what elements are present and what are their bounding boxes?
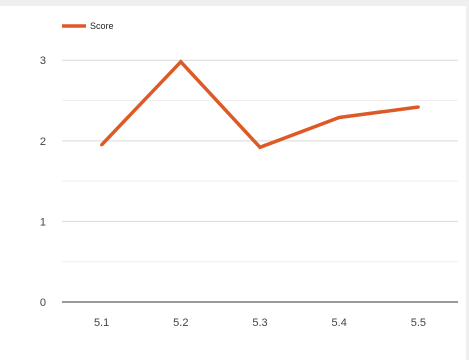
data-point bbox=[179, 60, 183, 64]
data-point bbox=[100, 143, 104, 147]
x-tick-label: 5.5 bbox=[411, 317, 426, 329]
data-point bbox=[416, 105, 420, 109]
line-chart: 0 1 2 3 5.1 5.2 5.3 5.4 5.5 Score bbox=[40, 21, 458, 329]
y-tick-label: 3 bbox=[40, 55, 46, 67]
y-tick-label: 2 bbox=[40, 136, 46, 148]
x-tick-label: 5.2 bbox=[173, 317, 188, 329]
data-point bbox=[258, 145, 262, 149]
axes: 0 1 2 3 5.1 5.2 5.3 5.4 5.5 bbox=[40, 55, 458, 329]
series-line-score bbox=[100, 59, 419, 150]
y-tick-label: 1 bbox=[40, 216, 46, 228]
x-tick-label: 5.3 bbox=[252, 317, 267, 329]
x-tick-label: 5.1 bbox=[94, 317, 109, 329]
y-tick-label: 0 bbox=[40, 297, 46, 309]
series bbox=[100, 59, 420, 150]
chart-card: 0 1 2 3 5.1 5.2 5.3 5.4 5.5 Score bbox=[0, 6, 466, 360]
data-point bbox=[337, 115, 341, 119]
legend-label: Score bbox=[90, 21, 114, 31]
gridlines bbox=[62, 59, 458, 263]
legend: Score bbox=[62, 21, 114, 31]
x-tick-label: 5.4 bbox=[332, 317, 347, 329]
